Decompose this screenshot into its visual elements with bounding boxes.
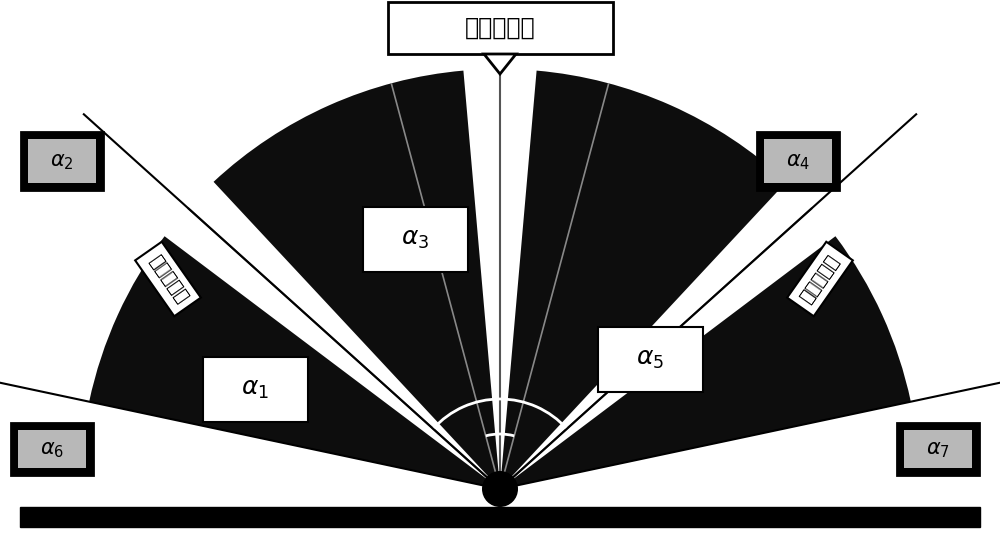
FancyBboxPatch shape (202, 356, 308, 422)
Text: $\alpha_{1}$: $\alpha_{1}$ (241, 377, 269, 401)
FancyBboxPatch shape (897, 423, 979, 475)
Text: $\alpha_{7}$: $\alpha_{7}$ (926, 440, 950, 460)
Text: $\alpha_{5}$: $\alpha_{5}$ (636, 347, 664, 371)
Wedge shape (500, 236, 911, 489)
FancyBboxPatch shape (11, 423, 93, 475)
Text: 中间扇形线: 中间扇形线 (465, 16, 535, 40)
Wedge shape (500, 71, 786, 489)
FancyBboxPatch shape (28, 139, 96, 183)
Text: $\alpha_{6}$: $\alpha_{6}$ (40, 440, 64, 460)
FancyBboxPatch shape (764, 139, 832, 183)
Text: 右边扇形线: 右边扇形线 (797, 252, 843, 306)
FancyBboxPatch shape (18, 430, 86, 468)
Polygon shape (484, 54, 516, 74)
Text: $\alpha_{2}$: $\alpha_{2}$ (50, 152, 74, 172)
Text: $\alpha_{4}$: $\alpha_{4}$ (786, 152, 810, 172)
Text: 左边扇形线: 左边扇形线 (145, 252, 191, 306)
Wedge shape (89, 236, 500, 489)
Wedge shape (214, 71, 500, 489)
FancyBboxPatch shape (598, 326, 702, 392)
Text: $\alpha_{3}$: $\alpha_{3}$ (401, 227, 429, 251)
FancyBboxPatch shape (388, 2, 612, 54)
Bar (20, 507, 980, 527)
FancyBboxPatch shape (904, 430, 972, 468)
Circle shape (482, 471, 518, 507)
FancyBboxPatch shape (21, 132, 103, 190)
FancyBboxPatch shape (362, 207, 468, 271)
FancyBboxPatch shape (757, 132, 839, 190)
